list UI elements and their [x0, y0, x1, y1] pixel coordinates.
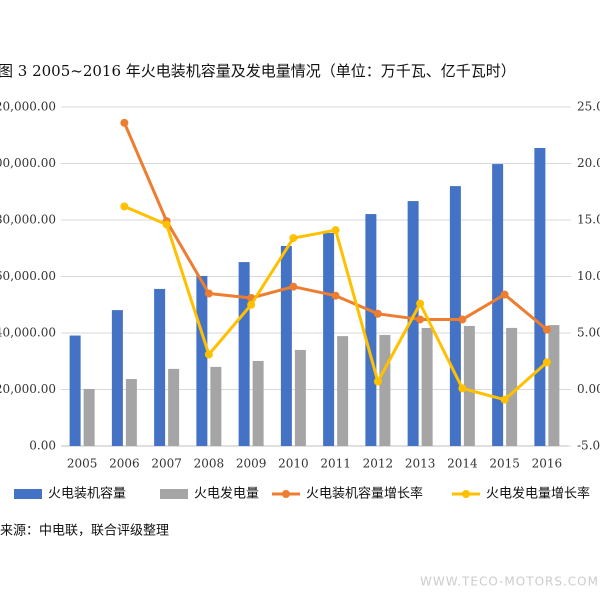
x-tick-label: 2013 [405, 457, 436, 471]
y2-tick-label: 0.00 [577, 382, 600, 396]
point [331, 291, 340, 300]
y-tick-label: 0.00 [29, 439, 56, 453]
point [204, 289, 213, 298]
bar [111, 310, 123, 446]
bar [238, 262, 250, 446]
bar [323, 232, 335, 446]
y2-tick-label: 15.00 [577, 213, 600, 227]
point [162, 220, 171, 229]
x-tick-label: 2006 [109, 457, 140, 471]
bar [280, 245, 292, 446]
point [373, 377, 382, 386]
point [416, 315, 425, 324]
bar [210, 366, 222, 446]
x-tick-label: 2014 [447, 457, 478, 471]
chart-title: 图 3 2005~2016 年火电装机容量及发电量情况（单位：万千瓦、亿千瓦时） [0, 62, 516, 80]
point [416, 299, 425, 308]
y2-tick-label: -5.00 [577, 439, 600, 453]
bar [407, 201, 419, 446]
point [120, 118, 129, 127]
bar [69, 335, 81, 446]
bar [506, 327, 518, 446]
x-tick-label: 2005 [67, 457, 98, 471]
bar [492, 164, 504, 446]
x-tick-label: 2008 [194, 457, 225, 471]
point [542, 325, 551, 334]
x-tick-label: 2016 [532, 457, 563, 471]
legend-swatch [160, 489, 188, 499]
point [373, 309, 382, 318]
x-tick-label: 2010 [278, 457, 309, 471]
bar [534, 147, 546, 446]
legend-swatch [282, 490, 290, 498]
x-tick-label: 2012 [363, 457, 394, 471]
bar [294, 349, 306, 446]
bar [421, 327, 433, 446]
x-tick-label: 2015 [489, 457, 520, 471]
y2-tick-label: 10.00 [577, 269, 600, 283]
bar [337, 336, 349, 446]
point [500, 290, 509, 299]
source-note: 来源：中电联，联合评级整理 [0, 524, 169, 539]
bar [463, 325, 475, 446]
point [289, 234, 298, 243]
bar [196, 275, 208, 446]
y-tick-label: 40,000.00 [0, 326, 56, 340]
legend-label: 火电装机容量增长率 [306, 486, 423, 502]
point [542, 358, 551, 367]
x-tick-label: 2011 [320, 457, 351, 471]
legend-swatch [14, 489, 42, 499]
x-tick-label: 2009 [236, 457, 267, 471]
legend-label: 火电发电量增长率 [486, 486, 590, 502]
y-tick-label: 120,000.00 [0, 100, 56, 114]
point [500, 395, 509, 404]
point [289, 282, 298, 291]
point [247, 300, 256, 309]
legend-swatch [462, 490, 470, 498]
point [331, 226, 340, 235]
bar [83, 388, 95, 446]
point [458, 384, 467, 393]
point [458, 315, 467, 324]
bar [154, 288, 166, 446]
point [120, 202, 129, 211]
legend-label: 火电装机容量 [48, 486, 126, 502]
legend-label: 火电发电量 [194, 486, 259, 502]
bar [125, 379, 137, 446]
y2-tick-label: 20.00 [577, 156, 600, 170]
watermark: WWW.TECO-MOTORS.COM [420, 575, 599, 589]
y-tick-label: 20,000.00 [0, 382, 56, 396]
bar [365, 214, 377, 446]
y-tick-label: 100,000.00 [0, 156, 56, 170]
y2-tick-label: 5.00 [577, 326, 600, 340]
line [123, 205, 548, 402]
y-tick-label: 80,000.00 [0, 213, 56, 227]
y2-tick-label: 25.00 [577, 100, 600, 114]
bar [379, 334, 391, 446]
bar [168, 368, 180, 446]
y-tick-label: 60,000.00 [0, 269, 56, 283]
bar [548, 325, 560, 446]
x-tick-label: 2007 [151, 457, 182, 471]
point [204, 350, 213, 359]
bar [449, 186, 461, 446]
bar [252, 360, 264, 446]
